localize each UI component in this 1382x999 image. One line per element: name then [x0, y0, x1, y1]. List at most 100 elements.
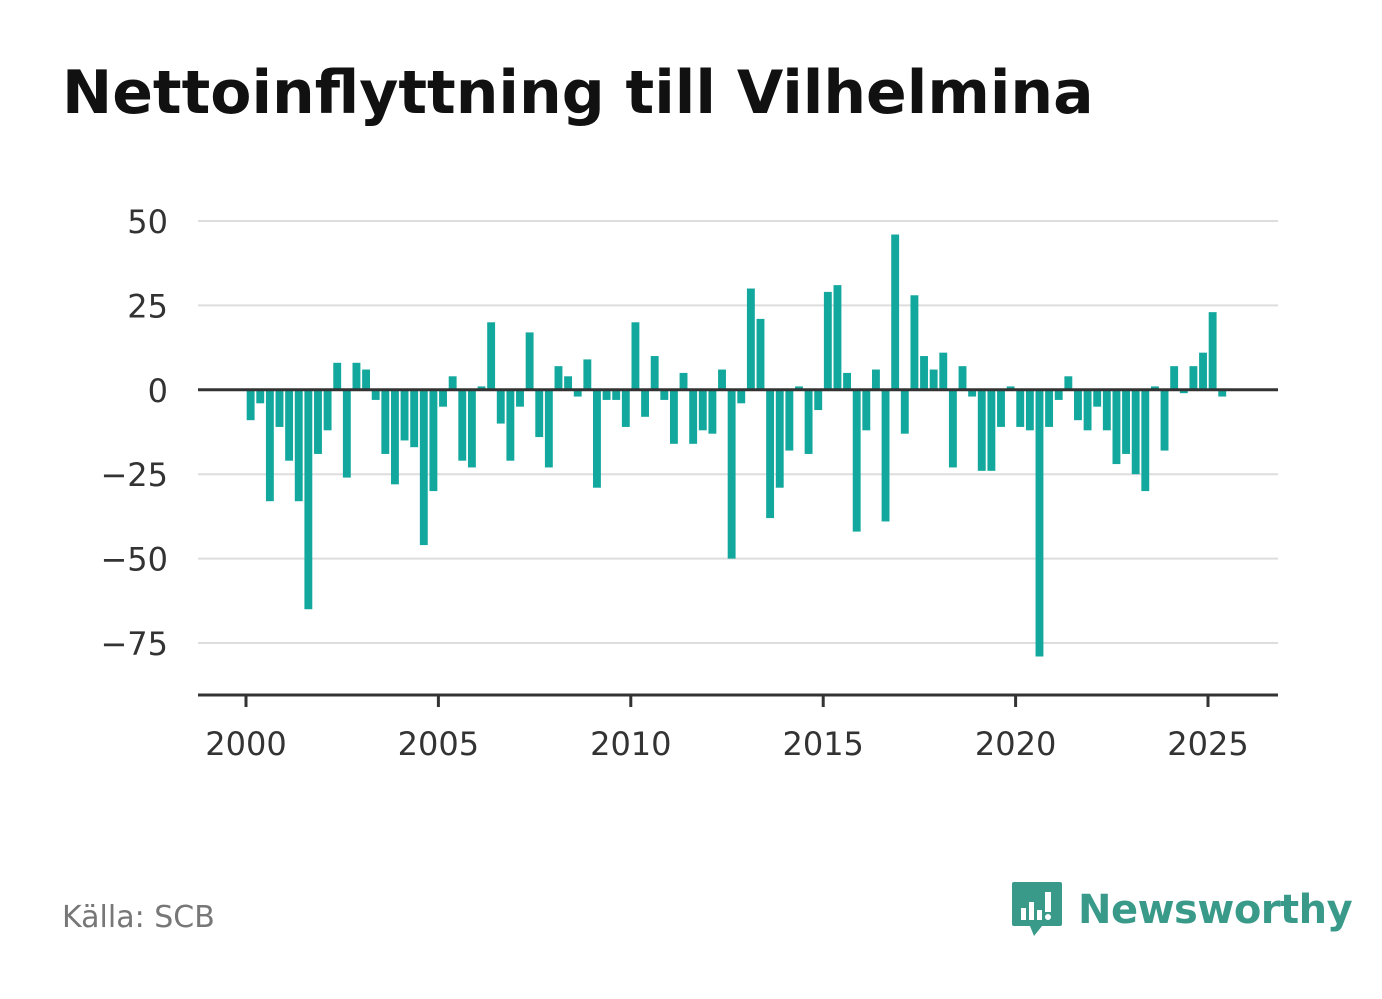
bar — [1141, 389, 1150, 492]
bar — [429, 389, 438, 492]
bar — [1102, 389, 1111, 431]
bar — [516, 389, 524, 407]
bar — [1150, 386, 1159, 390]
bar — [265, 389, 274, 502]
bar — [1006, 386, 1015, 390]
bar — [583, 359, 592, 390]
bar — [381, 389, 390, 454]
bar — [804, 389, 813, 454]
bar — [641, 389, 650, 417]
bar — [708, 389, 717, 434]
bar — [285, 389, 294, 461]
bar — [920, 356, 928, 390]
bar — [1093, 389, 1102, 407]
y-axis-ticks: 50 25 0 −25 −50 −75 — [100, 203, 168, 663]
bar — [564, 376, 573, 390]
y-tick-label: −25 — [100, 456, 168, 494]
bar — [1179, 389, 1188, 394]
bar — [823, 291, 832, 390]
bar — [929, 369, 938, 390]
bar — [833, 285, 842, 390]
bar — [650, 356, 659, 390]
bar — [621, 389, 630, 427]
bar — [535, 389, 544, 438]
bar — [939, 352, 948, 390]
bar — [362, 369, 371, 390]
bar — [525, 332, 534, 390]
bar — [910, 295, 919, 390]
bar — [314, 389, 322, 454]
bar — [1112, 389, 1121, 465]
bars — [246, 234, 1227, 657]
bar — [718, 369, 726, 390]
bar — [1189, 366, 1198, 390]
bar — [862, 389, 871, 431]
bar — [814, 389, 823, 411]
bar — [256, 389, 265, 404]
x-tick-label: 2020 — [975, 725, 1056, 763]
bar — [968, 389, 977, 397]
bar — [1083, 389, 1092, 431]
bar — [419, 389, 428, 546]
x-tick-label: 2000 — [205, 725, 286, 763]
bar — [554, 366, 563, 390]
x-tick-label: 2005 — [398, 725, 479, 763]
bar — [333, 362, 342, 390]
bar — [487, 322, 496, 390]
bar — [756, 318, 765, 390]
bar — [400, 389, 409, 441]
bar — [679, 372, 688, 390]
x-tick-label: 2025 — [1167, 725, 1248, 763]
bar — [294, 389, 303, 502]
y-tick-label: 50 — [127, 203, 168, 241]
bar — [448, 376, 457, 390]
y-tick-label: 0 — [148, 372, 168, 410]
bar — [544, 389, 553, 468]
x-tick-label: 2010 — [590, 725, 671, 763]
bar — [439, 389, 447, 407]
bar — [631, 322, 640, 390]
bar — [323, 389, 332, 431]
bar — [342, 389, 351, 478]
bar — [881, 389, 890, 522]
gridlines — [198, 220, 1278, 644]
bar — [410, 389, 419, 448]
bar — [795, 386, 803, 390]
bar — [612, 389, 621, 400]
bar — [371, 389, 380, 400]
bar — [275, 389, 284, 427]
newsworthy-logo[interactable]: Newsworthy — [1010, 878, 1353, 942]
bar — [1170, 366, 1179, 390]
bar — [506, 389, 515, 461]
bar — [948, 389, 957, 468]
bar — [1045, 389, 1054, 427]
bar — [698, 389, 707, 431]
bar — [900, 389, 909, 434]
bar — [871, 369, 880, 390]
source-label: Källa: SCB — [62, 900, 215, 935]
bar — [593, 389, 601, 488]
y-tick-label: −50 — [100, 541, 168, 579]
bar — [1160, 389, 1169, 451]
bar — [1016, 389, 1025, 427]
logo-text: Newsworthy — [1078, 887, 1353, 933]
y-tick-label: −75 — [100, 625, 168, 663]
bar — [390, 389, 399, 485]
bar — [477, 386, 486, 390]
bar — [496, 389, 505, 424]
bar — [1054, 389, 1063, 400]
bar — [573, 389, 582, 397]
bar — [467, 389, 476, 468]
bar — [1208, 312, 1217, 390]
bar — [737, 389, 746, 404]
bar — [997, 389, 1005, 427]
bar — [1122, 389, 1131, 454]
bar — [958, 366, 967, 390]
bar — [660, 389, 669, 400]
bar — [1025, 389, 1034, 431]
x-tick-label: 2015 — [782, 725, 863, 763]
y-tick-label: 25 — [127, 287, 168, 325]
bar — [852, 389, 861, 532]
bar — [843, 372, 852, 390]
